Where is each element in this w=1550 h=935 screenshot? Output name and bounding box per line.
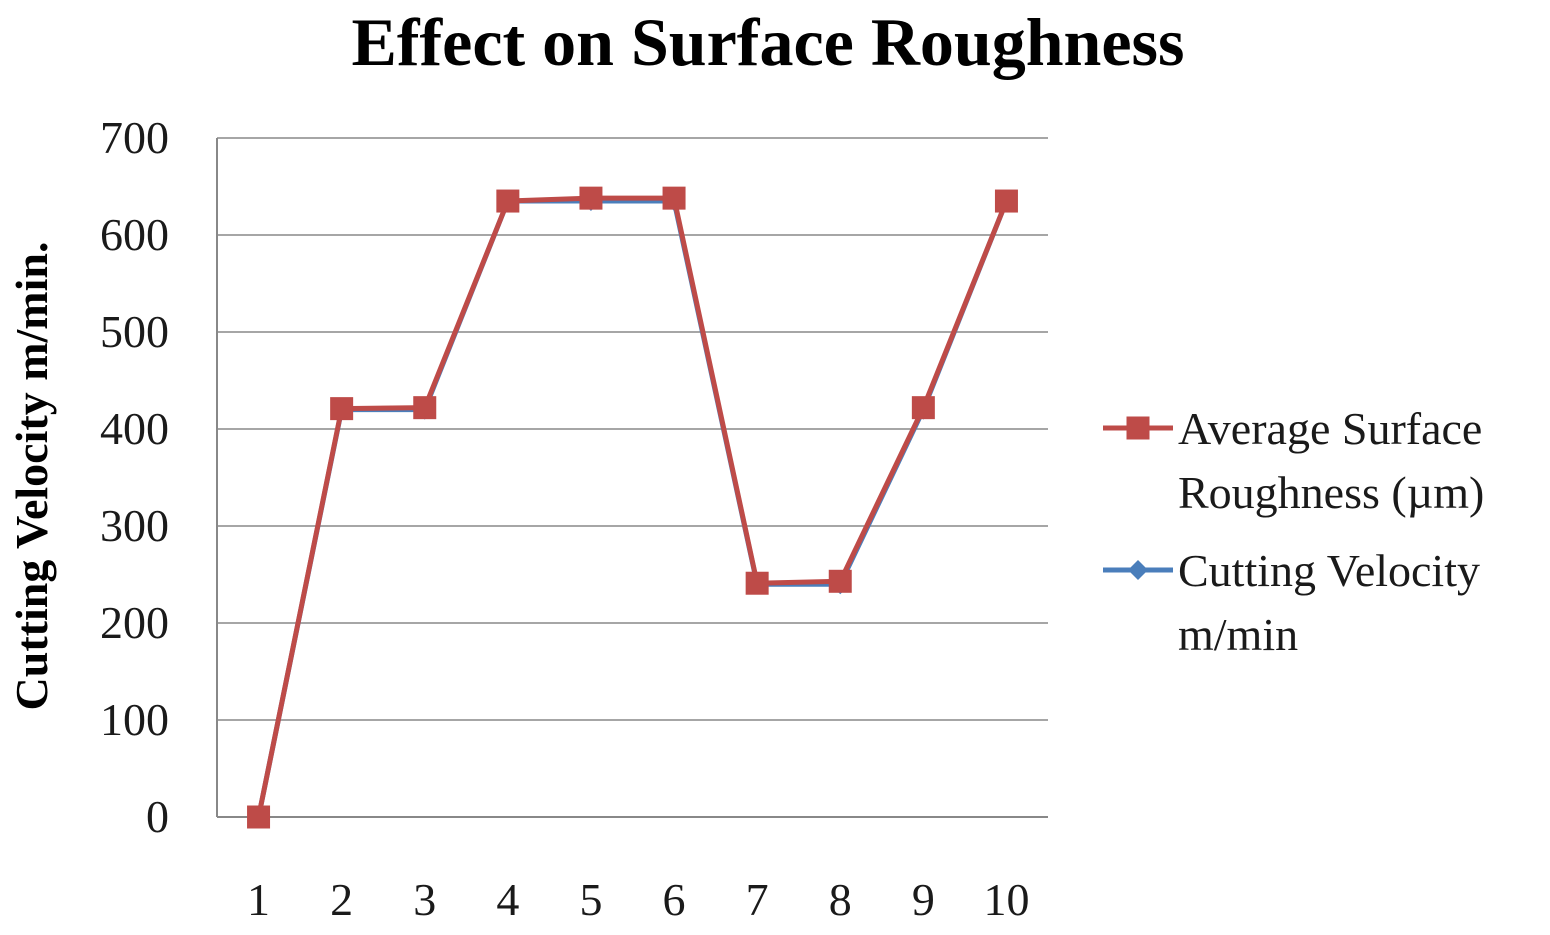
data-point [994, 189, 1018, 213]
data-point [496, 189, 520, 213]
x-tick-label: 1 [247, 874, 270, 925]
data-point [828, 569, 852, 593]
x-tick-label: 7 [746, 874, 769, 925]
legend-marker [1126, 416, 1150, 440]
data-point [745, 571, 769, 595]
legend-entry: Cutting Velocity m/min [1103, 545, 1480, 660]
legend-label: Average Surface [1178, 403, 1482, 454]
data-point [330, 397, 354, 421]
series-0 [248, 191, 1017, 827]
y-tick-label: 100 [100, 694, 169, 745]
axes [216, 138, 1048, 818]
series-group [247, 186, 1018, 829]
data-point [413, 396, 437, 420]
y-tick-label: 0 [146, 791, 169, 842]
legend-marker [1128, 560, 1148, 580]
chart-title: Effect on Surface Roughness [352, 4, 1185, 80]
y-tick-label: 200 [100, 597, 169, 648]
y-tick-label: 500 [100, 306, 169, 357]
x-tick-label: 5 [579, 874, 602, 925]
legend-label: m/min [1178, 609, 1298, 660]
data-point [247, 805, 271, 829]
x-tick-label: 6 [663, 874, 686, 925]
x-tick-label: 3 [413, 874, 436, 925]
y-tick-label: 400 [100, 403, 169, 454]
x-tick-label: 9 [912, 874, 935, 925]
x-tick-label: 10 [983, 874, 1029, 925]
legend-label: Roughness (µm) [1178, 467, 1484, 518]
legend-entry: Average Surface Roughness (µm) [1103, 403, 1484, 518]
x-tick-labels: 1 2 3 4 5 6 7 8 9 10 [247, 874, 1029, 925]
x-tick-label: 2 [330, 874, 353, 925]
data-point [911, 396, 935, 420]
gridlines [217, 137, 1048, 721]
y-tick-label: 300 [100, 500, 169, 551]
series-line [256, 198, 1009, 818]
legend: Average Surface Roughness (µm) Cutting Vel… [1103, 403, 1484, 660]
y-tick-label: 600 [100, 209, 169, 260]
y-tick-label: 700 [100, 112, 169, 163]
series-line [256, 195, 1009, 818]
y-axis-label: Cutting Velocity m/min. [6, 242, 57, 711]
x-tick-label: 8 [829, 874, 852, 925]
y-tick-labels: 0 100 200 300 400 500 600 700 [100, 112, 169, 842]
series-1 [247, 186, 1018, 829]
data-point [579, 186, 603, 210]
legend-label: Cutting Velocity [1178, 545, 1480, 596]
data-point [662, 186, 686, 210]
x-tick-label: 4 [496, 874, 519, 925]
